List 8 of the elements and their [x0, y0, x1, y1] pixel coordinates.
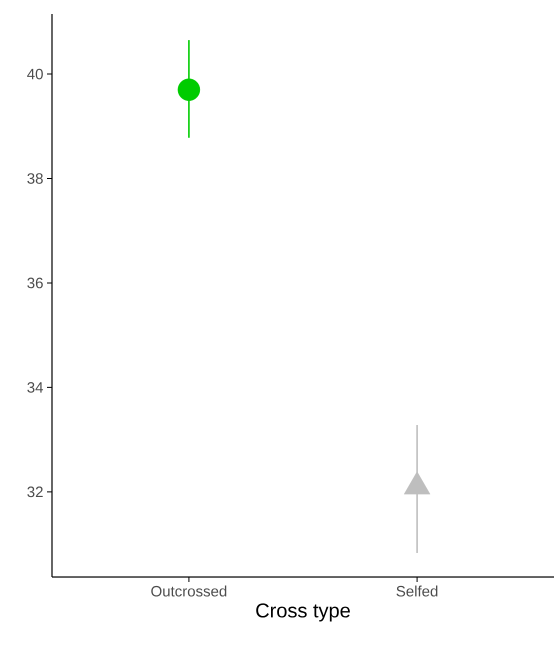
x-tick-label: Outcrossed [151, 586, 226, 597]
y-tick-label: 34 [28, 382, 44, 393]
y-tick-label: 32 [28, 486, 43, 498]
y-tick-label: 36 [28, 278, 44, 288]
y-tick-label: 38 [28, 173, 44, 184]
x-tick-label: Selfed [396, 586, 438, 597]
y-tick-label: 40 [27, 68, 44, 80]
x-axis-title: Cross type [256, 603, 350, 622]
